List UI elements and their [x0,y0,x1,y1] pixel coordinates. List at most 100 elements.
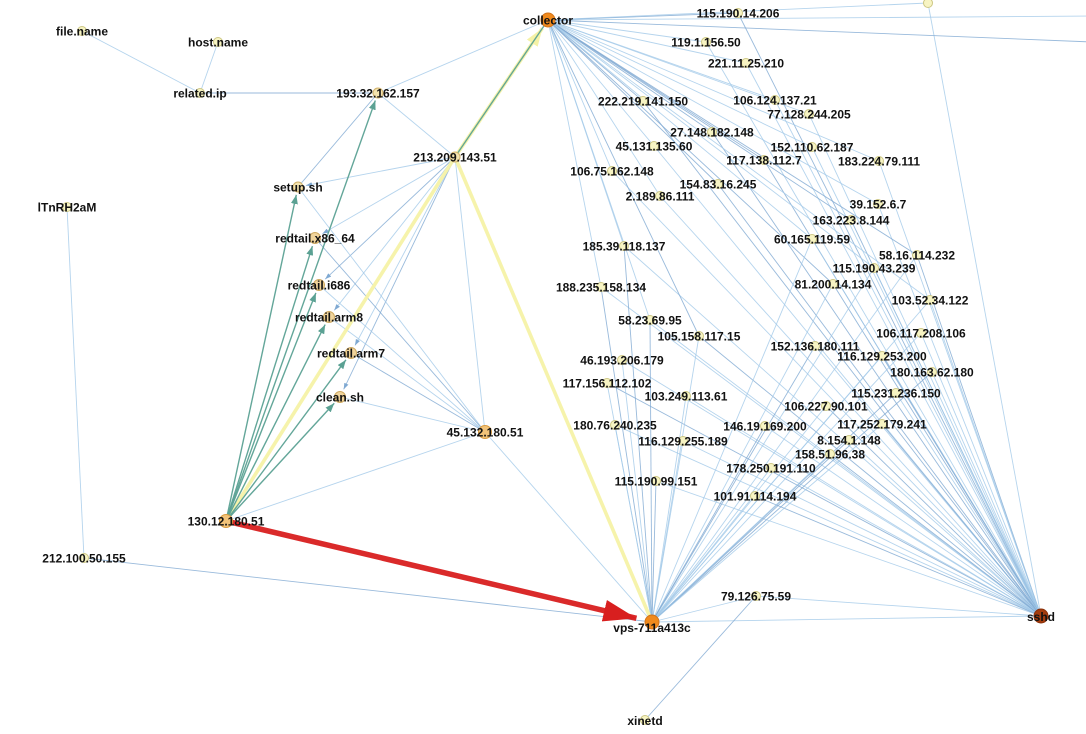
graph-node-106.124.137.21[interactable] [770,95,780,105]
graph-node-58.16.114.232[interactable] [912,250,922,260]
graph-node-setup.sh[interactable] [292,181,304,193]
graph-node-106.117.208.106[interactable] [916,328,926,338]
graph-edge-8.154.1.148--sshd [848,439,1042,617]
graph-node-101.91.114.194[interactable] [750,491,760,501]
graph-edge-collector--60.165.119.59 [547,19,813,240]
graph-node-117.156.112.102[interactable] [602,378,612,388]
graph-node-label-119.1.156.50: 119.1.156.50 [671,36,741,50]
graph-node-103.52.34.122[interactable] [925,295,935,305]
graph-edge-collector--152.110.62.187 [547,19,813,148]
graph-node-221.11.25.210[interactable] [741,58,751,68]
graph-node-label-180.76.240.235: 180.76.240.235 [573,419,657,433]
graph-node-130.12.180.51[interactable] [219,514,233,528]
graph-node-183.224.79.111[interactable] [874,156,884,166]
graph-node-222.219.141.150[interactable] [638,96,648,106]
graph-edge-130.12.180.51--vps-711a413c [225,518,638,622]
graph-edge-collector--58.23.69.95 [547,19,651,321]
graph-node-146.19.169.200[interactable] [760,421,770,431]
graph-node-116.129.253.200[interactable] [877,351,887,361]
graph-node-152.110.62.187[interactable] [807,142,817,152]
graph-node-115.190.14.206[interactable] [733,8,743,18]
graph-node-xinetd[interactable] [640,715,650,725]
graph-edge-collector--81.200.14.134 [547,19,834,285]
graph-node-103.249.113.61[interactable] [681,391,691,401]
graph-edge-collector--183.224.79.111 [547,19,880,162]
graph-node-163.223.8.144[interactable] [846,215,856,225]
graph-node-60.165.119.59[interactable] [807,234,817,244]
graph-node-158.51.96.38[interactable] [825,449,835,459]
graph-node-180.163.62.180[interactable] [927,367,937,377]
graph-node-8.154.1.148[interactable] [844,435,854,445]
graph-node-115.231.236.150[interactable] [891,388,901,398]
graph-edge-39.152.6.7--sshd [877,203,1042,617]
graph-node-105.158.117.15[interactable] [694,331,704,341]
graph-node-46.193.206.179[interactable] [617,355,627,365]
graph-node-un1[interactable] [923,0,933,8]
graph-node-label-221.11.25.210: 221.11.25.210 [708,57,784,71]
graph-node-58.23.69.95[interactable] [645,315,655,325]
graph-edge-vps-711a413c--sshd [651,615,1042,623]
graph-node-redtail.i686[interactable] [313,279,325,291]
graph-node-label-redtail.i686: redtail.i686 [288,279,351,293]
graph-node-185.39.118.137[interactable] [619,241,629,251]
graph-node-sshd[interactable] [1033,608,1049,624]
graph-node-152.136.180.111[interactable] [810,341,820,351]
graph-node-2.189.86.111[interactable] [655,191,665,201]
graph-node-host.name[interactable] [213,37,223,47]
graph-node-file.name[interactable] [77,26,87,36]
graph-edge-file.name--related.ip [81,30,201,94]
graph-edge-213.209.143.51--clean.sh [343,156,456,390]
graph-node-106.227.90.101[interactable] [821,401,831,411]
graph-edge-115.190.14.206--sshd [737,12,1042,617]
graph-node-label-185.39.118.137: 185.39.118.137 [583,240,666,254]
graph-edge-180.163.62.180--vps-711a413c [651,371,933,623]
graph-edge-collector--2.189.86.111 [547,19,661,197]
graph-node-106.75.162.148[interactable] [607,166,617,176]
graph-node-45.132.180.51[interactable] [478,425,492,439]
graph-node-116.129.255.189[interactable] [678,436,688,446]
graph-node-label-redtail.x86_64: redtail.x86_64 [275,232,355,246]
graph-edge-116.129.253.200--vps-711a413c [651,355,883,623]
graph-node-212.100.50.155[interactable] [79,553,89,563]
graph-node-178.250.191.110[interactable] [766,463,776,473]
graph-node-180.76.240.235[interactable] [610,420,620,430]
graph-node-lTnRH2aM[interactable] [62,202,72,212]
graph-node-collector[interactable] [540,12,556,28]
graph-node-label-101.91.114.194: 101.91.114.194 [714,490,797,504]
graph-node-117.138.112.7[interactable] [759,155,769,165]
graph-edge-101.91.114.194--sshd [754,495,1042,617]
graph-edge-79.126.75.59--vps-711a413c [651,595,757,623]
graph-node-label-45.131.135.60: 45.131.135.60 [616,140,693,154]
graph-node-193.32.162.157[interactable] [372,87,384,99]
graph-edge-115.231.236.150--sshd [895,392,1042,617]
graph-node-213.209.143.51[interactable] [449,151,461,163]
graph-node-clean.sh[interactable] [334,391,346,403]
graph-node-redtail.x86_64[interactable] [309,232,321,244]
graph-edge-213.209.143.51--redtail.arm7 [354,156,456,346]
graph-node-115.190.99.151[interactable] [651,476,661,486]
graph-node-39.152.6.7[interactable] [873,199,883,209]
graph-node-77.128.244.205[interactable] [804,109,814,119]
graph-edge-106.117.208.106--sshd [920,332,1042,617]
graph-node-79.126.75.59[interactable] [751,591,761,601]
graph-node-redtail.arm8[interactable] [323,311,335,323]
graph-node-label-106.124.137.21: 106.124.137.21 [733,94,817,108]
graph-edge-152.110.62.187--sshd [811,146,1042,617]
graph-node-81.200.14.134[interactable] [828,279,838,289]
graph-edge-collector--188.235.158.134 [547,19,602,288]
graph-node-related.ip[interactable] [195,88,205,98]
graph-node-154.83.16.245[interactable] [713,179,723,189]
graph-edge-redtail.x86_64--45.132.180.51 [314,237,486,433]
graph-node-label-183.224.79.111: 183.224.79.111 [838,155,920,169]
graph-node-115.190.43.239[interactable] [869,263,879,273]
graph-node-label-212.100.50.155: 212.100.50.155 [42,552,126,566]
graph-node-119.1.156.50[interactable] [701,37,711,47]
graph-node-117.252.179.241[interactable] [877,419,887,429]
graph-node-vps-711a413c[interactable] [644,614,660,630]
graph-node-45.131.135.60[interactable] [649,141,659,151]
graph-node-188.235.158.134[interactable] [596,282,606,292]
graph-node-label-60.165.119.59: 60.165.119.59 [774,233,850,247]
graph-node-label-180.163.62.180: 180.163.62.180 [890,366,974,380]
graph-node-redtail.arm7[interactable] [345,347,357,359]
graph-node-27.148.182.148[interactable] [707,127,717,137]
